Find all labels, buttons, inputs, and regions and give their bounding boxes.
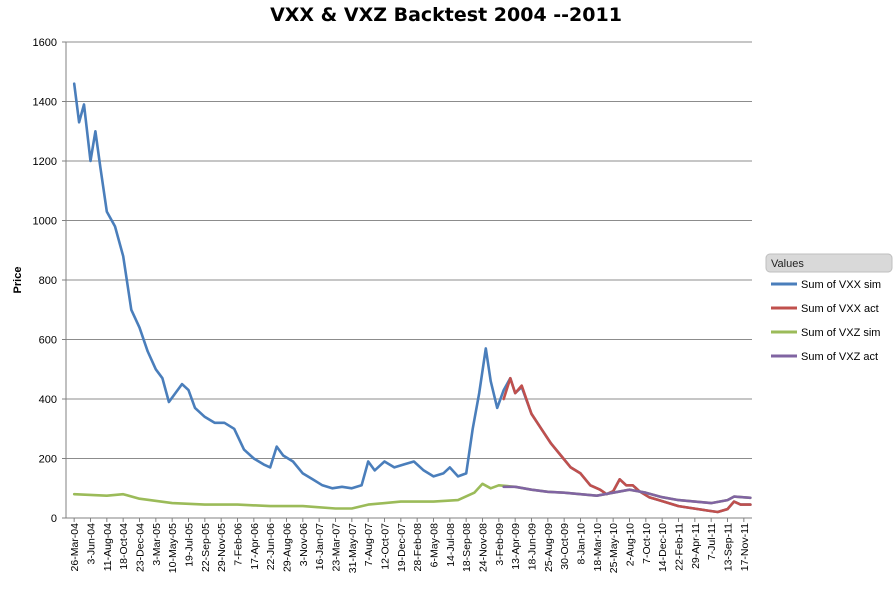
y-tick-label: 600 xyxy=(39,335,57,347)
x-tick-label: 29-Aug-06 xyxy=(282,523,294,572)
x-tick-label: 17-Nov-11 xyxy=(739,523,751,571)
y-tick-label: 800 xyxy=(39,275,57,287)
x-tick-label: 18-Mar-10 xyxy=(592,523,604,572)
legend-header-label: Values xyxy=(771,258,804,270)
legend-header[interactable] xyxy=(765,253,893,273)
x-tick-label: 29-Apr-11 xyxy=(690,523,702,569)
legend-item-label: Sum of VXZ sim xyxy=(801,327,880,339)
x-tick-label: 7-Oct-10 xyxy=(641,523,653,564)
x-tick-label: 3-Mar-05 xyxy=(151,523,163,566)
x-tick-label: 14-Jul-08 xyxy=(445,523,457,567)
x-tick-label: 7-Jul-11 xyxy=(706,523,718,560)
y-axis-ticks: 0 200 400 600 800 1000 1200 1400 1600 xyxy=(33,37,66,525)
x-axis-ticks: 26-Mar-04 3-Jun-04 11-Aug-04 18-Oct-04 23-De… xyxy=(69,518,751,573)
x-tick-label: 26-Mar-04 xyxy=(69,523,81,572)
x-tick-label: 22-Feb-11 xyxy=(674,523,686,571)
x-tick-label: 24-Nov-08 xyxy=(478,523,490,572)
x-tick-label: 23-Dec-04 xyxy=(135,523,147,572)
x-tick-label: 10-May-05 xyxy=(167,523,179,573)
x-tick-label: 13-Apr-09 xyxy=(510,523,522,570)
x-tick-label: 22-Jun-06 xyxy=(265,523,277,570)
x-tick-label: 13-Sep-11 xyxy=(723,523,735,571)
x-tick-label: 18-Sep-08 xyxy=(461,523,473,572)
x-tick-label: 18-Jun-09 xyxy=(527,523,539,570)
x-tick-label: 8-Jan-10 xyxy=(576,523,588,565)
legend-item-label: Sum of VXX sim xyxy=(801,279,881,291)
y-tick-label: 1000 xyxy=(33,216,57,228)
chart-title: VXX & VXZ Backtest 2004 --2011 xyxy=(270,4,622,26)
legend-item-label: Sum of VXZ act xyxy=(801,351,878,363)
legend-item-label: Sum of VXX act xyxy=(801,303,879,315)
x-tick-label: 30-Oct-09 xyxy=(559,523,571,570)
x-tick-label: 23-Mar-07 xyxy=(331,523,343,572)
y-tick-label: 1400 xyxy=(33,97,57,109)
y-tick-label: 1600 xyxy=(33,37,57,49)
x-tick-label: 29-Nov-05 xyxy=(216,523,228,572)
x-tick-label: 2-Aug-10 xyxy=(625,523,637,566)
x-tick-label: 18-Oct-04 xyxy=(118,523,130,570)
y-tick-label: 400 xyxy=(39,394,57,406)
y-tick-label: 1200 xyxy=(33,156,57,168)
x-tick-label: 19-Dec-07 xyxy=(396,523,408,572)
x-tick-label: 19-Jul-05 xyxy=(184,523,196,567)
x-tick-label: 28-Feb-08 xyxy=(412,523,424,572)
series-line xyxy=(502,485,752,505)
series-lines xyxy=(72,82,752,514)
y-tick-label: 200 xyxy=(39,454,57,466)
x-tick-label: 12-Oct-07 xyxy=(380,523,392,570)
legend: Values Sum of VXX sim Sum of VXX act Sum o… xyxy=(765,253,893,363)
x-tick-label: 3-Nov-06 xyxy=(298,523,310,566)
x-tick-label: 22-Sep-05 xyxy=(200,523,212,572)
x-tick-label: 11-Aug-04 xyxy=(102,523,114,571)
x-tick-label: 31-May-07 xyxy=(347,523,359,573)
series-line xyxy=(72,82,752,514)
x-tick-label: 3-Feb-09 xyxy=(494,523,506,566)
x-tick-label: 25-May-10 xyxy=(608,523,620,573)
y-axis-label: Price xyxy=(12,267,24,294)
x-tick-label: 14-Dec-10 xyxy=(657,523,669,572)
x-tick-label: 7-Aug-07 xyxy=(363,523,375,566)
y-tick-label: 0 xyxy=(51,513,57,525)
x-tick-label: 3-Jun-04 xyxy=(86,523,98,565)
x-tick-label: 17-Apr-06 xyxy=(249,523,261,570)
x-tick-label: 16-Jan-07 xyxy=(314,523,326,570)
x-tick-label: 6-May-08 xyxy=(429,523,441,568)
series-line xyxy=(502,376,752,514)
x-tick-label: 7-Feb-06 xyxy=(233,523,245,566)
x-tick-label: 25-Aug-09 xyxy=(543,523,555,572)
grid-lines xyxy=(65,41,752,519)
